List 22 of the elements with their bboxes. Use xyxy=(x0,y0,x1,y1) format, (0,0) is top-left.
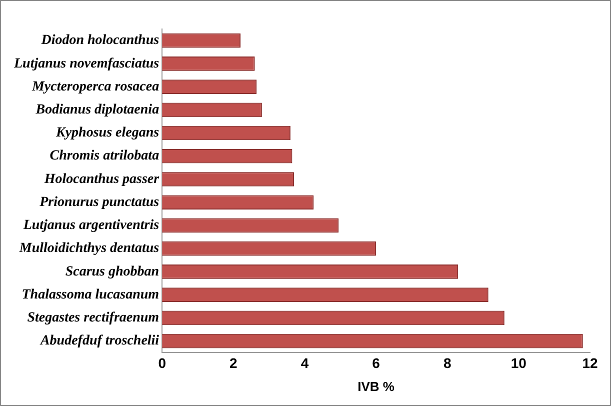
y-tick-label: Prionurus punctatus xyxy=(40,194,160,210)
y-tick-label: Holocanthus passer xyxy=(43,172,160,187)
x-tick-label: 6 xyxy=(372,354,380,371)
x-tick-label: 4 xyxy=(300,354,309,371)
y-tick-label: Abudefduf troschelii xyxy=(39,334,160,349)
y-tick-label: Lutjanus novemfasciatus xyxy=(12,56,160,72)
x-tick-label: 8 xyxy=(443,354,452,371)
y-tick-label: Scarus ghobban xyxy=(65,264,160,280)
x-tick-label: 12 xyxy=(582,354,598,371)
y-tick-label: Thalassoma lucasanum xyxy=(22,287,160,302)
x-tick-label: 0 xyxy=(158,354,166,371)
y-tick-label: Bodianus diplotaenia xyxy=(34,102,160,118)
y-tick-label: Kyphosus elegans xyxy=(55,126,160,141)
y-tick-label: Stegastes rectifraenum xyxy=(27,310,160,326)
y-tick-label: Mulloidichthys dentatus xyxy=(18,241,160,256)
x-axis-title: IVB % xyxy=(358,378,395,394)
x-tick-label: 2 xyxy=(230,354,238,371)
x-tick-label: 10 xyxy=(510,354,527,371)
y-tick-label: Chromis atrilobata xyxy=(50,148,160,164)
y-tick-label: Diodon holocanthus xyxy=(40,33,160,48)
y-tick-label: Lutjanus argentiventris xyxy=(22,218,160,234)
y-tick-label: Mycteroperca rosacea xyxy=(30,79,160,94)
